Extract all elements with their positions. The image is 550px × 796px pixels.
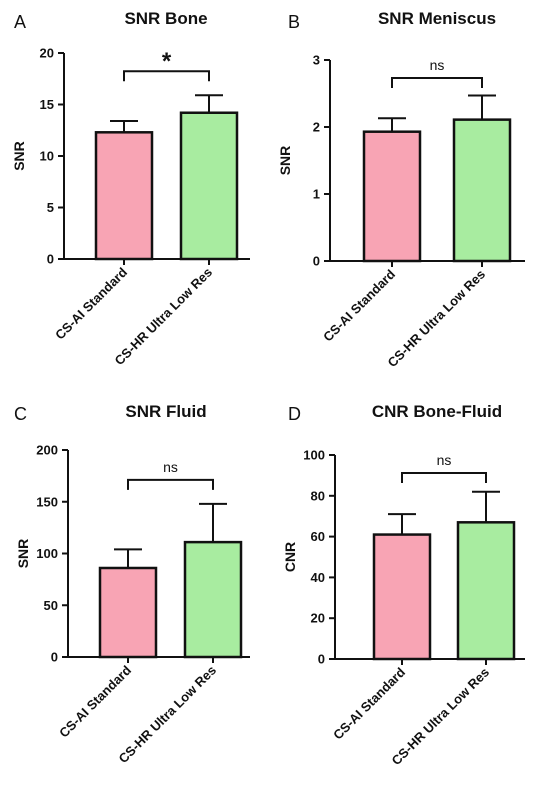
bar (179, 111, 239, 261)
y-tick-label: 80 (311, 488, 325, 503)
y-tick-label: 150 (36, 494, 58, 509)
chart-title: CNR Bone-Fluid (372, 402, 502, 421)
x-tick-label: CS-AI Standard (330, 664, 408, 742)
y-tick-label: 200 (36, 443, 58, 458)
y-tick-label: 0 (51, 650, 58, 665)
y-axis-label: SNR (277, 146, 293, 176)
bar (452, 118, 512, 263)
y-axis-label: SNR (15, 539, 31, 569)
chart-title: SNR Fluid (125, 402, 206, 421)
y-tick-label: 5 (47, 200, 54, 215)
bar (183, 540, 243, 659)
panel-letter: B (288, 12, 300, 32)
bar (98, 566, 158, 659)
chart-panel-c: C SNR Fluid 0 50 100 150 200 SNR CS-AI StandardC… (14, 402, 250, 766)
significance-bracket (127, 478, 214, 490)
y-tick-label: 100 (303, 448, 325, 463)
y-tick-label: 2 (313, 120, 320, 135)
y-tick-label: 20 (311, 611, 325, 626)
x-tick-label: CS-HR Ultra Low Res (112, 265, 216, 369)
chart-panel-b: B SNR Meniscus 0 1 2 3 SNR CS-AI StandardCS-HR … (277, 9, 525, 370)
y-tick-label: 1 (313, 187, 320, 202)
y-tick-label: 20 (40, 46, 54, 61)
x-tick-label: CS-HR Ultra Low Res (389, 665, 493, 769)
bar (362, 130, 422, 263)
chart-panel-a: A SNR Bone 0 5 10 15 20 SNR CS-AI StandardCS-HR … (11, 9, 250, 368)
significance-label: * (162, 48, 172, 75)
y-axis-label: SNR (11, 141, 27, 171)
x-tick-label: CS-AI Standard (56, 662, 134, 740)
significance-bracket (123, 70, 210, 82)
chart-title: SNR Bone (124, 9, 207, 28)
y-tick-label: 60 (311, 529, 325, 544)
panel-letter: C (14, 404, 27, 424)
chart-title: SNR Meniscus (378, 9, 496, 28)
y-tick-label: 50 (44, 598, 58, 613)
y-tick-label: 0 (47, 252, 54, 267)
x-tick-label: CS-HR Ultra Low Res (116, 663, 220, 767)
x-tick-label: CS-HR Ultra Low Res (385, 267, 489, 371)
y-tick-label: 40 (311, 570, 325, 585)
panel-letter: D (288, 404, 301, 424)
significance-bracket (401, 472, 487, 483)
y-tick-label: 15 (40, 97, 54, 112)
bar (456, 521, 516, 661)
x-tick-label: CS-AI Standard (52, 264, 130, 342)
y-tick-label: 100 (36, 546, 58, 561)
y-tick-label: 0 (318, 652, 325, 667)
y-tick-label: 3 (313, 53, 320, 68)
significance-bracket (391, 77, 483, 88)
significance-label: ns (430, 57, 445, 73)
bar (372, 533, 432, 661)
chart-panel-d: D CNR Bone-Fluid 0 20 40 60 80 100 CNR CS-AI Stan… (282, 402, 525, 768)
significance-label: ns (437, 452, 452, 468)
y-tick-label: 0 (313, 254, 320, 269)
panel-letter: A (14, 12, 26, 32)
y-tick-label: 10 (40, 149, 54, 164)
x-tick-label: CS-AI Standard (320, 266, 398, 344)
significance-label: ns (163, 459, 178, 475)
bar (94, 131, 154, 261)
y-axis-label: CNR (282, 542, 298, 572)
